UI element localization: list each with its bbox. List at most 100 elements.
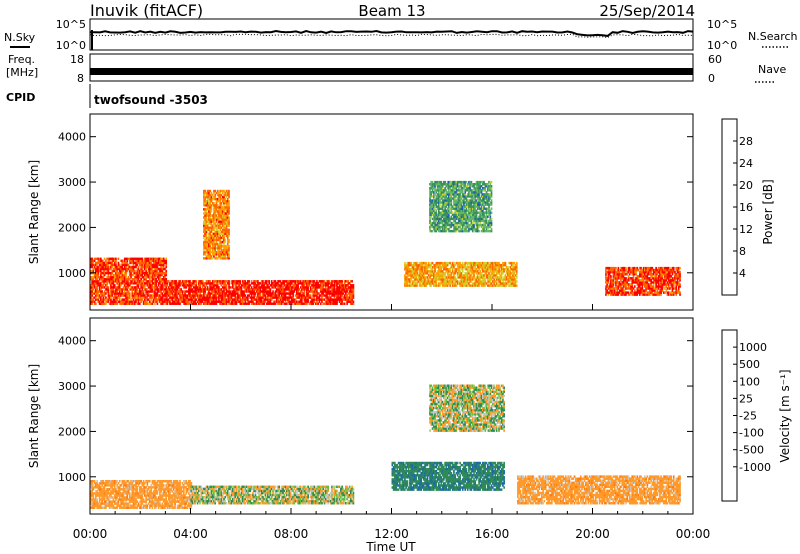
heatmap-cell <box>461 268 464 271</box>
heatmap-cell <box>150 286 152 289</box>
heatmap-cell <box>205 300 208 303</box>
heatmap-cell <box>120 300 122 303</box>
heatmap-cell <box>135 278 137 281</box>
heatmap-cell <box>296 286 298 289</box>
heatmap-cell <box>308 280 311 283</box>
heatmap-cell <box>430 280 433 283</box>
heatmap-cell <box>441 221 444 225</box>
heatmap-cell <box>242 302 244 305</box>
heatmap-cell <box>238 282 240 285</box>
heatmap-cell <box>91 282 93 285</box>
heatmap-cell <box>103 298 106 301</box>
heatmap-cell <box>162 284 165 287</box>
heatmap-cell <box>216 222 219 225</box>
heatmap-cell <box>446 261 449 265</box>
heatmap-cell <box>405 272 407 275</box>
heatmap-cell <box>319 302 322 305</box>
heatmap-cell <box>100 278 102 281</box>
heatmap-cell <box>444 280 446 283</box>
heatmap-cell <box>160 300 162 303</box>
heatmap-cell <box>478 197 480 200</box>
heatmap-cell <box>429 274 431 277</box>
heatmap-cell <box>160 271 162 275</box>
heatmap-cell <box>204 208 206 211</box>
heatmap-cell <box>463 187 465 190</box>
heatmap-cell <box>478 211 480 214</box>
heatmap-cell <box>479 211 482 214</box>
heatmap-cell <box>118 284 121 287</box>
heatmap-cell <box>326 282 328 285</box>
heatmap-cell <box>420 263 423 267</box>
heatmap-cell <box>204 302 206 305</box>
heatmap-cell <box>461 276 464 279</box>
heatmap-cell <box>446 268 449 271</box>
heatmap-cell <box>113 261 116 265</box>
heatmap-cell <box>208 246 210 250</box>
heatmap-cell <box>166 292 169 295</box>
heatmap-cell <box>209 210 211 213</box>
heatmap-cell <box>460 266 463 269</box>
heatmap-cell <box>110 265 112 269</box>
heatmap-cell <box>204 202 206 205</box>
heatmap-cell <box>304 302 307 305</box>
heatmap-cell <box>480 284 483 287</box>
heatmap-cell <box>488 276 490 279</box>
heatmap-cell <box>268 300 271 303</box>
heatmap-cell <box>205 224 208 227</box>
heatmap-cell <box>134 300 136 303</box>
heatmap-cell <box>433 217 435 221</box>
heatmap-cell <box>318 300 321 303</box>
heatmap-cell <box>90 261 92 265</box>
heatmap-cell <box>314 290 317 293</box>
heatmap-cell <box>351 284 353 287</box>
heatmap-cell <box>159 261 161 265</box>
heatmap-cell <box>407 278 410 281</box>
heatmap-cell <box>127 298 130 301</box>
heatmap-cell <box>224 232 227 236</box>
heatmap-cell <box>466 223 469 227</box>
heatmap-cell <box>147 261 150 265</box>
heatmap-cell <box>448 185 450 188</box>
heatmap-cell <box>206 212 209 215</box>
heatmap-cell <box>299 294 302 297</box>
heatmap-cell <box>228 208 230 211</box>
heatmap-cell <box>257 296 259 299</box>
heatmap-cell <box>174 302 176 305</box>
heatmap-cell <box>224 253 227 256</box>
heatmap-cell <box>460 217 463 221</box>
heatmap-cell <box>110 284 112 287</box>
heatmap-cell <box>209 282 211 285</box>
heatmap-cell <box>216 244 219 248</box>
heatmap-cell <box>336 282 338 285</box>
heatmap-cell <box>450 217 453 221</box>
heatmap-cell <box>149 261 151 265</box>
heatmap-cell <box>213 208 215 211</box>
heatmap-cell <box>122 269 125 273</box>
heatmap-cell <box>216 249 219 252</box>
heatmap-cell <box>252 290 254 293</box>
heatmap-cell <box>438 187 440 190</box>
heatmap-cell <box>458 272 460 275</box>
heatmap-cell <box>267 300 269 303</box>
heatmap-cell <box>434 201 436 204</box>
heatmap-cell <box>237 292 239 295</box>
heatmap-cell <box>463 263 465 267</box>
heatmap-cell <box>476 211 479 214</box>
heatmap-cell <box>440 180 443 184</box>
heatmap-cell <box>118 271 121 275</box>
heatmap-cell <box>213 302 215 305</box>
heatmap-cell <box>248 282 250 285</box>
heatmap-cell <box>113 300 116 303</box>
heatmap-cell <box>162 271 165 275</box>
heatmap-cell <box>296 294 298 297</box>
heatmap-cell <box>106 276 108 279</box>
heatmap-cell <box>444 183 446 186</box>
heatmap-cell <box>282 280 284 283</box>
heatmap-cell <box>314 288 317 291</box>
heatmap-cell <box>468 189 470 192</box>
heatmap-cell <box>466 195 469 198</box>
heatmap-cell <box>235 290 238 293</box>
heatmap-cell <box>456 223 459 227</box>
heatmap-cell <box>333 288 336 291</box>
heatmap-cell <box>429 284 431 287</box>
